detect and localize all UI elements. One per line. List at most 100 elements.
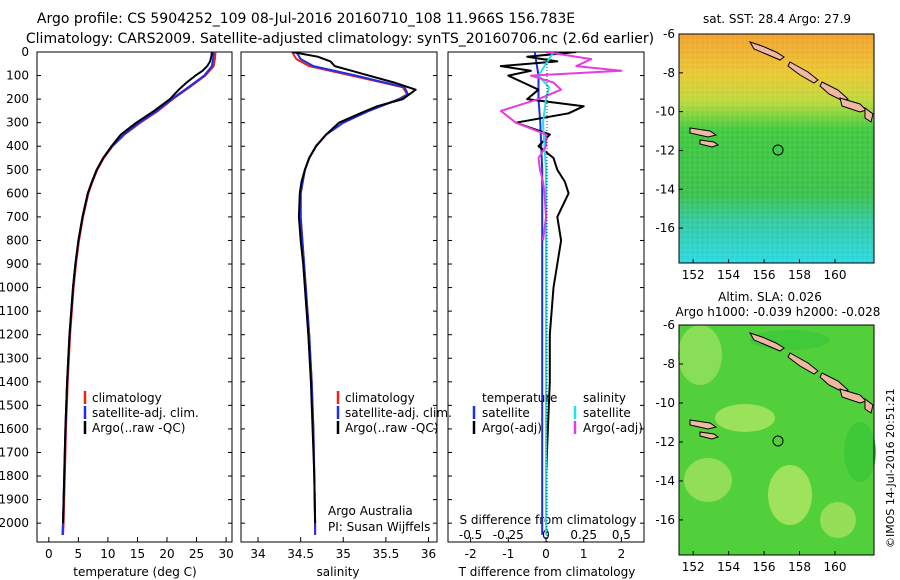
map-x-tick-label: 158 xyxy=(788,560,811,574)
depth-tick-label: 1600 xyxy=(0,422,29,436)
difference-x-axis: -2 -1 0 1 2 -0.5 -0.25 0 0.25 0.5 xyxy=(459,528,631,561)
island xyxy=(699,139,720,148)
map-x-tick-label: 160 xyxy=(824,268,847,282)
difference-xlabel-top: S difference from climatology xyxy=(460,513,637,527)
sst-map-frame xyxy=(678,33,875,264)
map-x-tick-label: 158 xyxy=(788,268,811,282)
x-tick-label: 35 xyxy=(336,547,351,561)
temperature-plot-frame xyxy=(36,51,233,543)
map-y-tick-label: -12 xyxy=(655,435,675,449)
map-x-tick-label: 154 xyxy=(717,560,740,574)
salinity-xlabel: salinity xyxy=(316,565,359,579)
depth-tick-label: 0 xyxy=(21,45,29,59)
island xyxy=(699,431,720,440)
sla-patch xyxy=(684,458,732,502)
map-y-tick-label: -12 xyxy=(655,143,675,157)
depth-tick-label: 1100 xyxy=(0,304,29,318)
sdiff-argo-line xyxy=(499,52,623,241)
map-y-tick-label: -8 xyxy=(663,357,675,371)
temperature-x-axis: 0 5 10 15 20 25 30 xyxy=(45,537,234,561)
sst-argo-marker xyxy=(772,144,784,156)
sla-anomaly-patches xyxy=(678,325,876,538)
depth-tick-label: 1400 xyxy=(0,375,29,389)
salinity-plot-frame xyxy=(240,51,438,543)
temperature-legend: climatology satellite-adj. clim. Argo(..… xyxy=(83,391,199,435)
temperature-xlabel: temperature (deg C) xyxy=(73,565,196,579)
x-tick-label: 5 xyxy=(75,547,83,561)
x-tick-label: 34 xyxy=(250,547,265,561)
depth-tick-label: 100 xyxy=(6,69,29,83)
island xyxy=(839,388,867,404)
island xyxy=(839,97,867,113)
sdiff-satellite-line xyxy=(537,52,555,535)
difference-legend-temperature: temperature satellite Argo(-adj) xyxy=(472,391,557,435)
difference-xlabel: T difference from climatology xyxy=(458,565,636,579)
sla-patch xyxy=(844,422,876,482)
sla-patch xyxy=(820,502,856,538)
map-x-tick-label: 156 xyxy=(753,560,776,574)
depth-tick-label: 600 xyxy=(6,186,29,200)
credit-line-1: Argo Australia xyxy=(328,504,413,518)
temp-argo-line xyxy=(62,52,213,524)
map-y-tick-label: -6 xyxy=(663,27,675,41)
x-tick-label: 20 xyxy=(159,547,174,561)
depth-tick-label: 1900 xyxy=(0,493,29,507)
x-tick-label: -1 xyxy=(502,547,514,561)
legend-label: satellite-adj. clim. xyxy=(345,406,452,420)
salinity-x-axis: 34 34.5 35 35.5 36 xyxy=(250,537,436,561)
legend-heading: temperature xyxy=(482,391,557,405)
depth-tick-label: 1300 xyxy=(0,351,29,365)
legend-label: Argo(-adj) xyxy=(583,421,643,435)
x-tick-label: 34.5 xyxy=(287,547,314,561)
temp-satellite-line xyxy=(61,52,215,535)
difference-series xyxy=(499,52,623,535)
x-tick-label: 36 xyxy=(421,547,436,561)
legend-label: climatology xyxy=(92,391,162,405)
sla-map-subtitle: Argo h1000: -0.039 h2000: -0.028 xyxy=(676,305,881,319)
map-x-tick-label: 154 xyxy=(717,268,740,282)
sla-map-title: Altim. SLA: 0.026 xyxy=(718,290,822,304)
depth-tick-label: 500 xyxy=(6,163,29,177)
map-y-tick-label: -14 xyxy=(655,474,675,488)
x-tick-label: 0 xyxy=(542,547,550,561)
x-tick-label-top: 0.25 xyxy=(570,528,597,542)
island xyxy=(748,332,785,352)
depth-tick-label: 2000 xyxy=(0,516,29,530)
tdiff-satellite-line xyxy=(533,52,544,535)
map-x-tick-label: 152 xyxy=(682,268,705,282)
island xyxy=(787,352,819,375)
legend-label: satellite-adj. clim. xyxy=(92,406,199,420)
title-line-1: Argo profile: CS 5904252_109 08-Jul-2016… xyxy=(37,11,575,27)
legend-label: Argo(-adj) xyxy=(482,421,542,435)
legend-heading: salinity xyxy=(583,391,626,405)
depth-tick-label: 900 xyxy=(6,257,29,271)
island xyxy=(864,398,874,414)
sla-islands xyxy=(689,332,874,440)
sal-argo-line xyxy=(291,52,417,524)
temperature-series xyxy=(61,52,217,535)
x-tick-label: 0 xyxy=(45,547,53,561)
map-y-tick-label: -14 xyxy=(655,182,675,196)
map-y-tick-label: -10 xyxy=(655,105,675,119)
x-tick-label-top: 0.5 xyxy=(612,528,631,542)
sst-map-title: sat. SST: 28.4 Argo: 27.9 xyxy=(703,12,851,26)
sst-islands xyxy=(689,41,874,148)
salinity-series xyxy=(291,52,417,535)
legend-label: Argo(..raw -QC) xyxy=(345,421,438,435)
sla-map-axes: 152 154 156 158 160 -6 -8 -10 -12 -14 -16 xyxy=(655,318,846,574)
map-y-tick-label: -8 xyxy=(663,66,675,80)
map-x-tick-label: 152 xyxy=(682,560,705,574)
depth-tick-label: 1200 xyxy=(0,328,29,342)
title-line-2: Climatology: CARS2009. Satellite-adjuste… xyxy=(26,31,654,47)
x-tick-label-top: -0.5 xyxy=(459,528,482,542)
map-y-tick-label: -16 xyxy=(655,221,675,235)
x-tick-label: 35.5 xyxy=(373,547,400,561)
salinity-legend: climatology satellite-adj. clim. Argo(..… xyxy=(336,391,452,435)
legend-label: satellite xyxy=(583,406,631,420)
x-tick-label: 15 xyxy=(130,547,145,561)
x-tick-label-top: -0.25 xyxy=(493,528,524,542)
map-y-tick-label: -10 xyxy=(655,396,675,410)
sla-patch xyxy=(768,465,812,525)
map-x-tick-label: 160 xyxy=(824,560,847,574)
